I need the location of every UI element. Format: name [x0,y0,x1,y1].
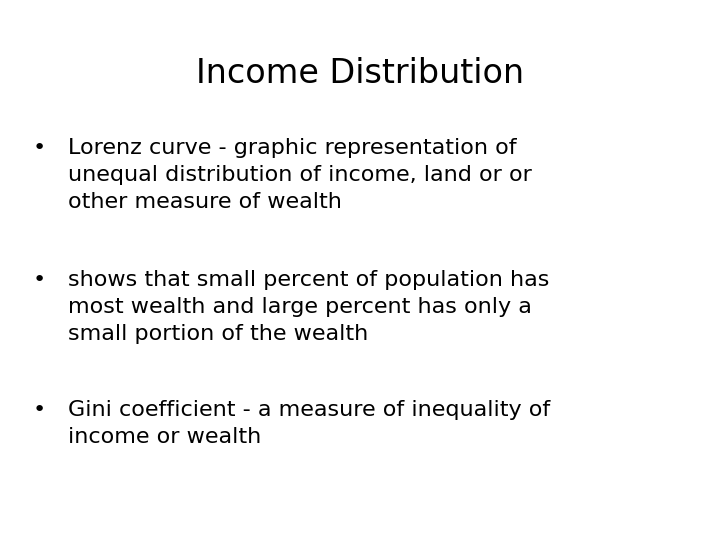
Text: •: • [33,138,46,158]
Text: •: • [33,400,46,420]
Text: Gini coefficient - a measure of inequality of
income or wealth: Gini coefficient - a measure of inequali… [68,400,551,447]
Text: •: • [33,270,46,290]
Text: Lorenz curve - graphic representation of
unequal distribution of income, land or: Lorenz curve - graphic representation of… [68,138,532,212]
Text: Income Distribution: Income Distribution [196,57,524,90]
Text: shows that small percent of population has
most wealth and large percent has onl: shows that small percent of population h… [68,270,550,345]
